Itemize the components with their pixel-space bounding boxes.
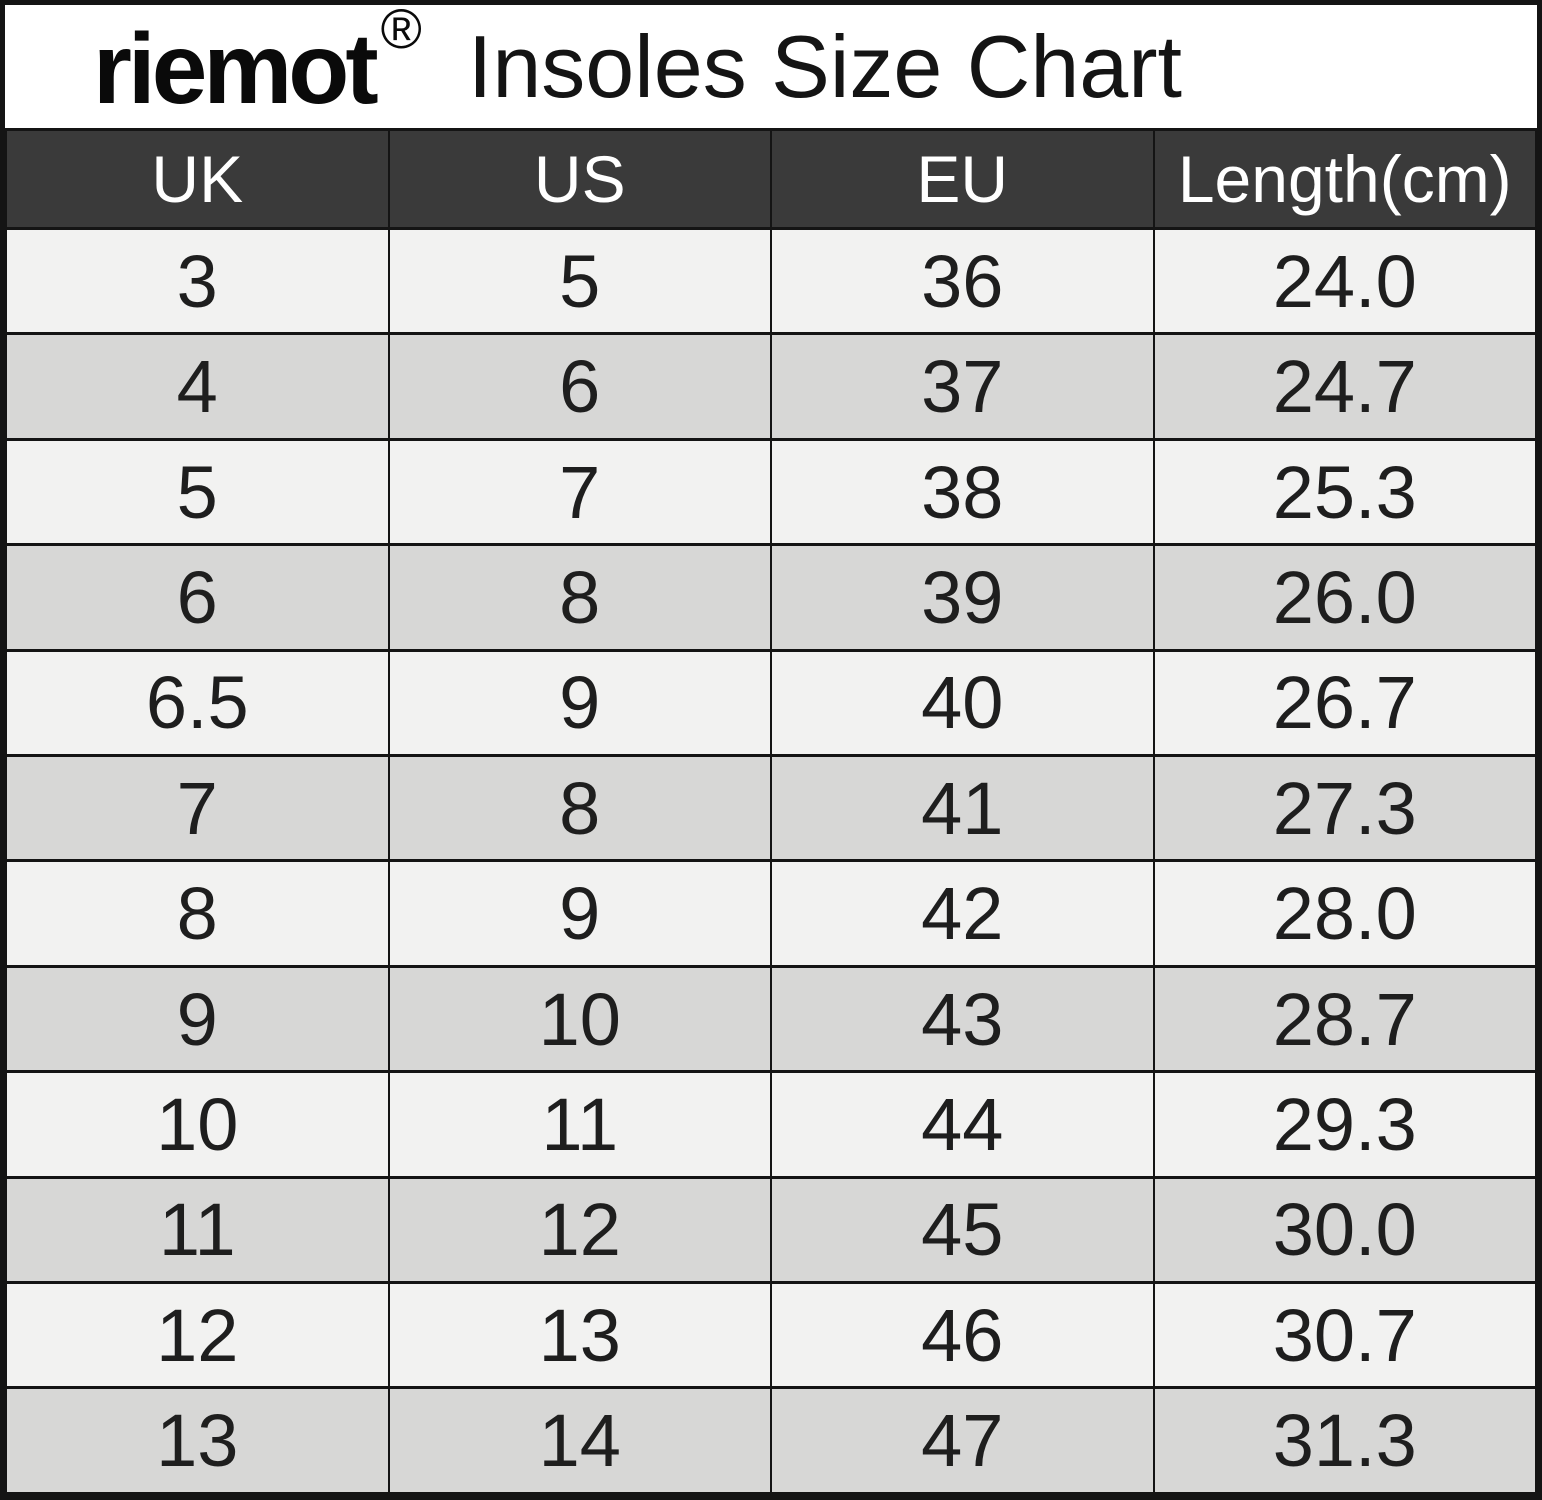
table-body: 3 5 36 24.0 4 6 37 24.7 5 7 38 25.3 6 8 39 26.0 6.5 9 40 26… [5,226,1537,1495]
table-row: 4 6 37 24.7 [5,332,1537,441]
table-cell: 40 [770,648,1155,758]
column-header-us: US [387,128,772,230]
table-cell: 8 [387,754,772,863]
table-cell: 13 [5,1386,390,1495]
table-cell: 14 [387,1386,772,1495]
table-cell: 39 [770,543,1155,652]
table-cell: 8 [387,543,772,652]
table-cell: 6.5 [5,648,390,758]
table-cell: 30.0 [1152,1175,1537,1285]
table-row: 6.5 9 40 26.7 [5,648,1537,758]
table-cell: 10 [387,964,772,1074]
table-cell: 27.3 [1152,754,1537,863]
table-row: 5 7 38 25.3 [5,437,1537,547]
table-row: 3 5 36 24.0 [5,226,1537,336]
table-header-row: UK US EU Length(cm) [5,128,1537,230]
table-cell: 44 [770,1070,1155,1179]
table-cell: 5 [387,226,772,336]
size-table: UK US EU Length(cm) 3 5 36 24.0 4 6 37 24.7 5 7 38… [5,128,1537,1495]
table-cell: 11 [5,1175,390,1285]
column-header-uk: UK [5,128,390,230]
table-cell: 25.3 [1152,437,1537,547]
table-cell: 43 [770,964,1155,1074]
table-row: 9 10 43 28.7 [5,964,1537,1074]
table-cell: 24.0 [1152,226,1537,336]
table-cell: 36 [770,226,1155,336]
column-header-length: Length(cm) [1152,128,1537,230]
table-cell: 30.7 [1152,1281,1537,1390]
table-cell: 26.7 [1152,648,1537,758]
table-cell: 6 [387,332,772,441]
table-cell: 38 [770,437,1155,547]
table-row: 12 13 46 30.7 [5,1281,1537,1390]
table-cell: 9 [387,859,772,968]
page-title: Insoles Size Chart [467,16,1182,116]
table-row: 6 8 39 26.0 [5,543,1537,652]
table-cell: 10 [5,1070,390,1179]
table-cell: 9 [387,648,772,758]
table-cell: 45 [770,1175,1155,1285]
table-cell: 29.3 [1152,1070,1537,1179]
table-cell: 8 [5,859,390,968]
table-cell: 11 [387,1070,772,1179]
table-cell: 9 [5,964,390,1074]
table-cell: 26.0 [1152,543,1537,652]
brand-logo: riemot [93,12,379,125]
header-band: riemot ® Insoles Size Chart [5,0,1537,128]
table-row: 10 11 44 29.3 [5,1070,1537,1179]
table-cell: 6 [5,543,390,652]
table-row: 11 12 45 30.0 [5,1175,1537,1285]
table-cell: 12 [5,1281,390,1390]
table-cell: 3 [5,226,390,336]
table-cell: 46 [770,1281,1155,1390]
table-cell: 12 [387,1175,772,1285]
column-header-eu: EU [770,128,1155,230]
table-cell: 28.0 [1152,859,1537,968]
table-cell: 7 [5,754,390,863]
table-cell: 28.7 [1152,964,1537,1074]
table-cell: 41 [770,754,1155,863]
table-cell: 31.3 [1152,1386,1537,1495]
table-cell: 47 [770,1386,1155,1495]
table-header: UK US EU Length(cm) [5,128,1537,230]
table-cell: 42 [770,859,1155,968]
table-row: 7 8 41 27.3 [5,754,1537,863]
table-cell: 37 [770,332,1155,441]
table-cell: 13 [387,1281,772,1390]
table-row: 8 9 42 28.0 [5,859,1537,968]
table-row: 13 14 47 31.3 [5,1386,1537,1495]
table-cell: 5 [5,437,390,547]
table-cell: 4 [5,332,390,441]
table-cell: 24.7 [1152,332,1537,441]
table-cell: 7 [387,437,772,547]
registered-trademark-symbol: ® [380,0,422,60]
